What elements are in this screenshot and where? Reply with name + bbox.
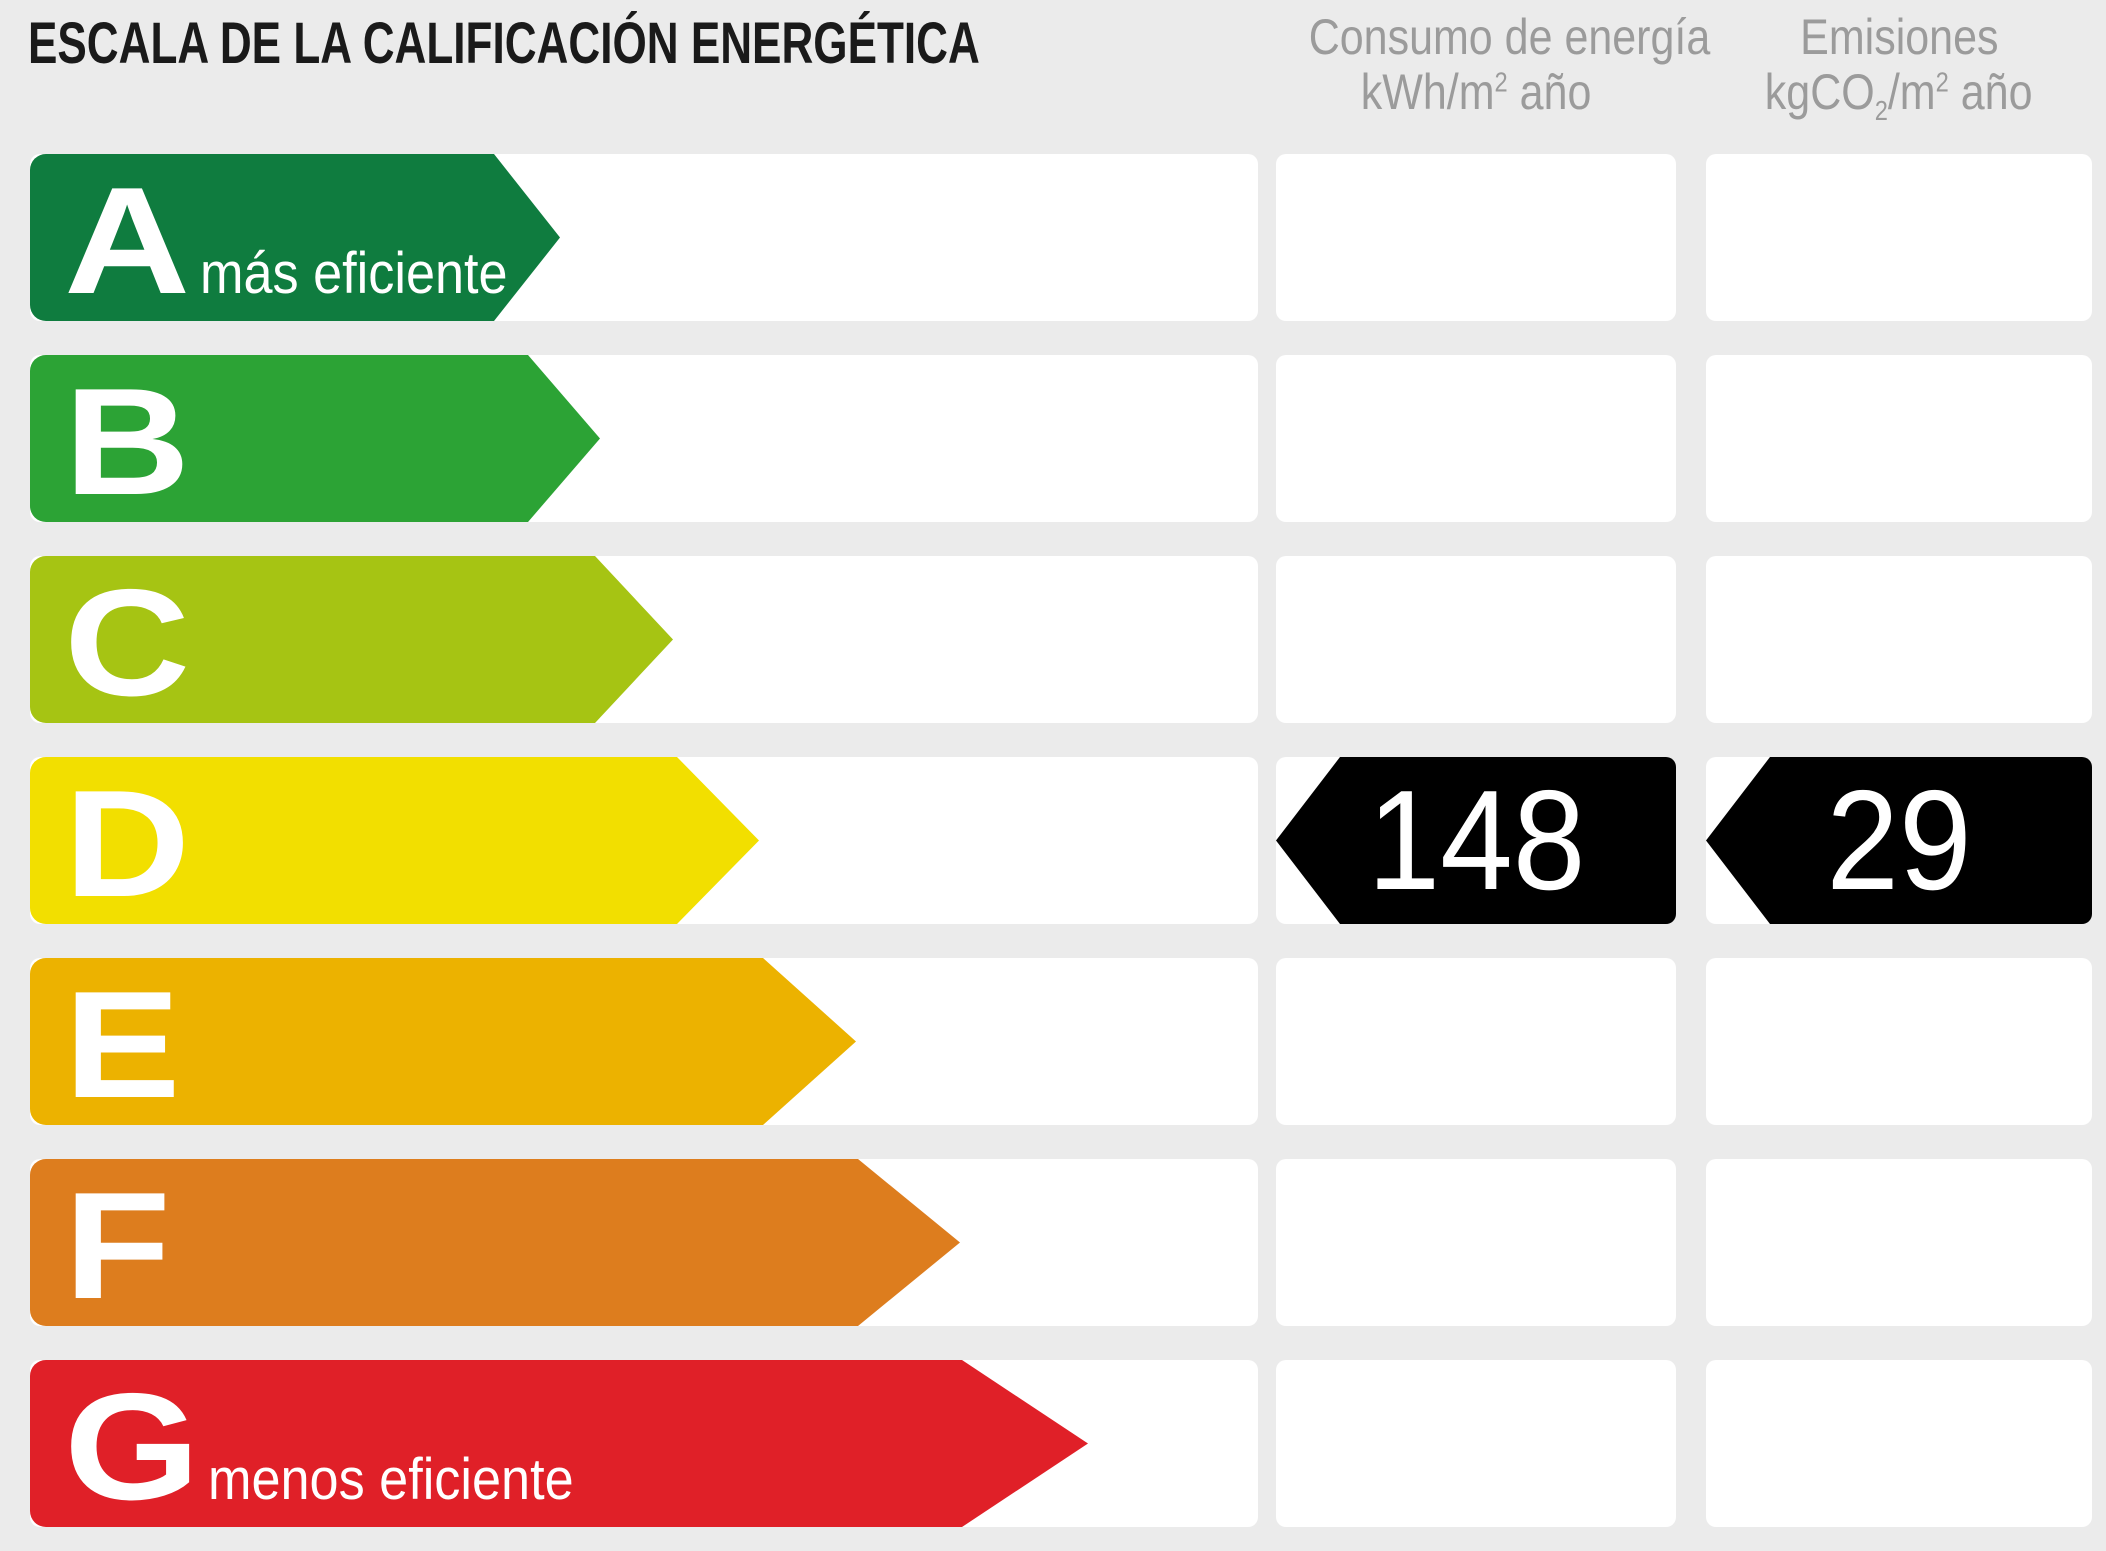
emissions-cell xyxy=(1706,355,2092,522)
grade-b-arrow: B xyxy=(30,355,600,522)
superscript-2: 2 xyxy=(1494,66,1508,98)
scale-row-a: A más eficiente xyxy=(0,154,2106,321)
emissions-header-line1: Emisiones xyxy=(1799,9,1999,65)
energy-cell: 148 xyxy=(1276,757,1676,924)
energy-cell xyxy=(1276,1159,1676,1326)
scale-row-g: G menos eficiente xyxy=(0,1360,2106,1527)
energy-value: 148 xyxy=(1367,760,1585,920)
emissions-cell xyxy=(1706,154,2092,321)
rating-scale: A más eficiente B xyxy=(0,154,2106,1551)
emissions-cell xyxy=(1706,1360,2092,1527)
grade-letter: E xyxy=(64,960,181,1130)
emissions-cell xyxy=(1706,1159,2092,1326)
energy-cell xyxy=(1276,154,1676,321)
superscript-2: 2 xyxy=(1935,66,1950,98)
subscript-2: 2 xyxy=(1875,95,1889,126)
scale-row-d: D 148 29 xyxy=(0,757,2106,924)
page-title: ESCALA DE LA CALIFICACIÓN ENERGÉTICA xyxy=(28,14,1280,74)
scale-row-f: F xyxy=(0,1159,2106,1326)
energy-cell xyxy=(1276,556,1676,723)
energy-header-unit: kWh/m2 año xyxy=(1360,64,1592,120)
emissions-value: 29 xyxy=(1826,760,1972,920)
energy-cell xyxy=(1276,355,1676,522)
energy-cell xyxy=(1276,958,1676,1125)
emissions-cell: 29 xyxy=(1706,757,2092,924)
grade-letter: C xyxy=(64,558,191,728)
grade-f-arrow: F xyxy=(30,1159,960,1326)
grade-letter: B xyxy=(64,357,191,527)
scale-row-c: C xyxy=(0,556,2106,723)
page-title-text: ESCALA DE LA CALIFICACIÓN ENERGÉTICA xyxy=(28,11,980,76)
emissions-cell xyxy=(1706,958,2092,1125)
column-header-emissions: Emisiones kgCO2/m2 año xyxy=(1706,9,2092,126)
grade-letter: G xyxy=(64,1362,200,1532)
grade-a-arrow: A más eficiente xyxy=(30,154,560,321)
column-header-energy: Consumo de energía kWh/m2 año xyxy=(1276,10,1711,120)
grade-c-arrow: C xyxy=(30,556,673,723)
grade-letter: A xyxy=(64,156,191,326)
efficiency-label-most: más eficiente xyxy=(199,241,508,306)
energy-cell xyxy=(1276,1360,1676,1527)
emissions-header-unit: kgCO2/m2 año xyxy=(1765,64,2033,126)
grade-d-arrow: D xyxy=(30,757,759,924)
emissions-cell xyxy=(1706,556,2092,723)
scale-row-e: E xyxy=(0,958,2106,1125)
energy-header-line1: Consumo de energía xyxy=(1308,9,1711,65)
emissions-value-badge: 29 xyxy=(1706,757,2092,924)
grade-letter: F xyxy=(64,1161,171,1331)
energy-value-badge: 148 xyxy=(1276,757,1676,924)
grade-g-arrow: G menos eficiente xyxy=(30,1360,1088,1527)
grade-e-arrow: E xyxy=(30,958,856,1125)
efficiency-label-least: menos eficiente xyxy=(208,1447,574,1512)
scale-row-b: B xyxy=(0,355,2106,522)
grade-letter: D xyxy=(64,759,191,929)
